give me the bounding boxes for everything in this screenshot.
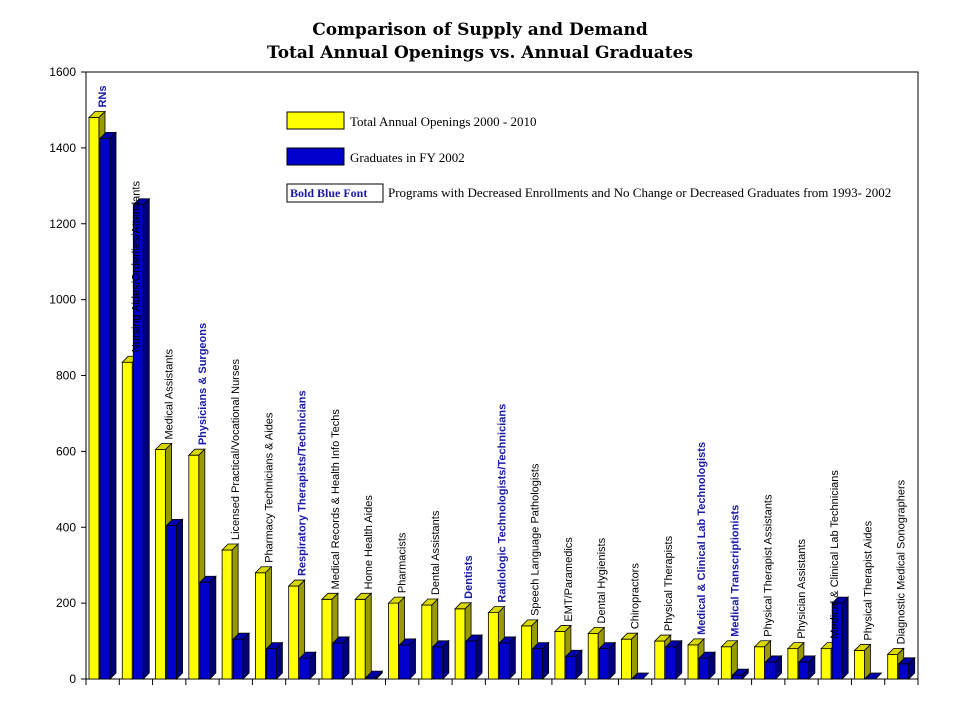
legend-key-description: Programs with Decreased Enrollments and … xyxy=(388,185,891,200)
category-label: Physical Therapist Aides xyxy=(862,520,874,640)
bar-openings xyxy=(387,596,406,680)
category-label: Home Health Aides xyxy=(363,495,375,590)
bar-graduates xyxy=(731,668,750,680)
category-label: Medical Records & Health Info Techs xyxy=(330,409,342,590)
bar-graduates xyxy=(664,639,683,680)
category-label: RNs xyxy=(97,86,109,108)
bar-graduates xyxy=(897,656,916,680)
bar-graduates xyxy=(298,651,317,680)
bar-graduates xyxy=(99,131,117,680)
category-label: Dental Hygienists xyxy=(596,537,608,623)
bar-graduates xyxy=(465,634,484,680)
bar-graduates xyxy=(365,670,384,680)
bar-graduates xyxy=(764,654,783,680)
category-label: Medical & Clinical Lab Technicians xyxy=(829,470,841,639)
legend-swatch-openings xyxy=(286,111,345,130)
y-tick-label: 1000 xyxy=(49,293,76,307)
category-label: Medical Assistants xyxy=(164,348,176,439)
category-label: Nursing Aides/Orderlies/Attendants xyxy=(130,181,142,353)
bar-graduates xyxy=(232,632,251,680)
bar-openings xyxy=(720,639,739,680)
bar-graduates xyxy=(331,635,350,680)
bar-openings xyxy=(354,592,373,680)
bar-graduates xyxy=(265,641,284,680)
y-tick-label: 600 xyxy=(56,444,76,458)
category-label: Pharmacy Technicians & Aides xyxy=(263,412,275,563)
bar-graduates xyxy=(864,672,883,680)
category-label: Medical Transcriptionists xyxy=(729,505,741,637)
y-tick-label: 400 xyxy=(56,520,76,534)
category-label: Dental Assistants xyxy=(430,510,442,595)
bar-graduates xyxy=(398,637,417,680)
category-label: Radiologic Technologists/Technicians xyxy=(496,404,508,603)
bar-graduates xyxy=(698,651,717,680)
legend-swatch-graduates xyxy=(286,147,345,166)
category-label: Medical & Clinical Lab Technologists xyxy=(696,442,708,635)
category-label: EMT/Paramedics xyxy=(563,537,575,622)
category-label: Diagnostic Medical Sonographers xyxy=(896,479,908,644)
y-tick-label: 1200 xyxy=(49,217,76,231)
bar-openings xyxy=(853,643,872,680)
bar-graduates xyxy=(498,635,517,680)
bar-graduates xyxy=(431,639,450,680)
bar-graduates xyxy=(598,641,617,680)
legend: Total Annual Openings 2000 - 2010 Gradua… xyxy=(286,111,891,203)
bar-graduates xyxy=(132,197,151,680)
category-label: Dentists xyxy=(463,555,475,598)
category-label: Chiropractors xyxy=(629,563,641,630)
legend-label-openings: Total Annual Openings 2000 - 2010 xyxy=(350,114,537,129)
legend-key-box xyxy=(286,183,384,203)
y-tick-label: 1600 xyxy=(49,65,76,79)
bar-graduates xyxy=(531,641,550,680)
y-tick-label: 800 xyxy=(56,369,76,383)
legend-label-graduates: Graduates in FY 2002 xyxy=(350,150,465,165)
bar-graduates xyxy=(831,596,850,680)
category-label: Physical Therapists xyxy=(663,535,675,631)
bar-graduates xyxy=(564,649,583,680)
category-label: Physicians & Surgeons xyxy=(197,323,209,445)
bar-graduates xyxy=(631,672,650,680)
legend-key-label: Bold Blue Font xyxy=(290,186,367,200)
bars xyxy=(88,110,916,680)
y-axis: 0 200 400 600 800 1000 1200 1400 1600 xyxy=(49,65,919,686)
category-label: Respiratory Therapists/Technicians xyxy=(297,390,309,576)
category-label: Physician Assistants xyxy=(796,538,808,638)
y-tick-label: 200 xyxy=(56,596,76,610)
category-label: Pharmacists xyxy=(397,532,409,593)
bar-openings xyxy=(620,632,639,680)
y-tick-label: 1400 xyxy=(49,141,76,155)
category-label: Licensed Practical/Vocational Nurses xyxy=(230,359,242,540)
category-label: Speech Language Pathologists xyxy=(530,463,542,616)
category-label: Physical Therapist Assistants xyxy=(763,494,775,637)
category-labels: RNs Nursing Aides/Orderlies/Attendants Med… xyxy=(97,86,908,645)
bar-graduates xyxy=(198,575,217,680)
chart-title: Comparison of Supply and Demand xyxy=(312,20,648,40)
bar-graduates xyxy=(165,518,184,680)
chart-subtitle: Total Annual Openings vs. Annual Graduat… xyxy=(267,43,693,63)
y-tick-label: 0 xyxy=(69,672,76,686)
bar-graduates xyxy=(797,654,816,680)
